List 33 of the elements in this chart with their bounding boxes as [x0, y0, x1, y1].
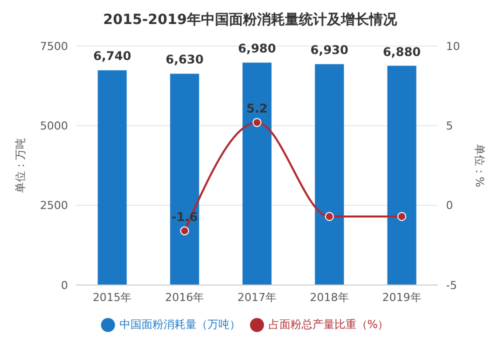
y-axis-title: 单位：万吨	[14, 138, 27, 193]
point	[252, 118, 262, 127]
data-label: 6,930	[310, 43, 348, 58]
legend-label: 占面粉总产量比重（%）	[268, 318, 389, 331]
x-tick-label: 2015年	[92, 290, 132, 304]
data-label: 6,630	[166, 52, 204, 67]
x-tick-label: 2017年	[238, 290, 276, 304]
data-label: 6,980	[238, 42, 276, 56]
y-tick-label: 5000	[40, 120, 68, 133]
point	[180, 226, 190, 236]
chart-title: 2015-2019年中国面粉消耗量统计及增长情况	[102, 11, 398, 30]
x-tick-label: 2019年	[382, 290, 422, 304]
data-label: 6,880	[382, 44, 421, 59]
data-label: 5.2	[246, 101, 268, 116]
y-tick-label: 2500	[40, 199, 68, 212]
point	[397, 212, 406, 221]
y-tick-label: 7500	[40, 40, 68, 53]
bar	[170, 74, 200, 285]
y2-axis-title: 单位：%	[473, 144, 486, 188]
y2-tick-label: 0	[446, 199, 453, 212]
bar	[387, 66, 416, 285]
legend-label: 中国面粉消耗量（万吨）	[119, 318, 240, 331]
y-tick-label: 0	[61, 278, 68, 292]
y2-tick-label: 10	[446, 40, 460, 53]
y2-tick-label: 5	[446, 120, 453, 133]
bar	[98, 70, 127, 285]
bar	[242, 62, 272, 285]
point	[324, 212, 334, 221]
y2-tick-label: -5	[446, 278, 457, 292]
x-tick-label: 2016年	[165, 290, 204, 304]
x-tick-label: 2018年	[310, 290, 349, 304]
bar	[314, 64, 344, 285]
data-label: 6,740	[93, 49, 132, 64]
